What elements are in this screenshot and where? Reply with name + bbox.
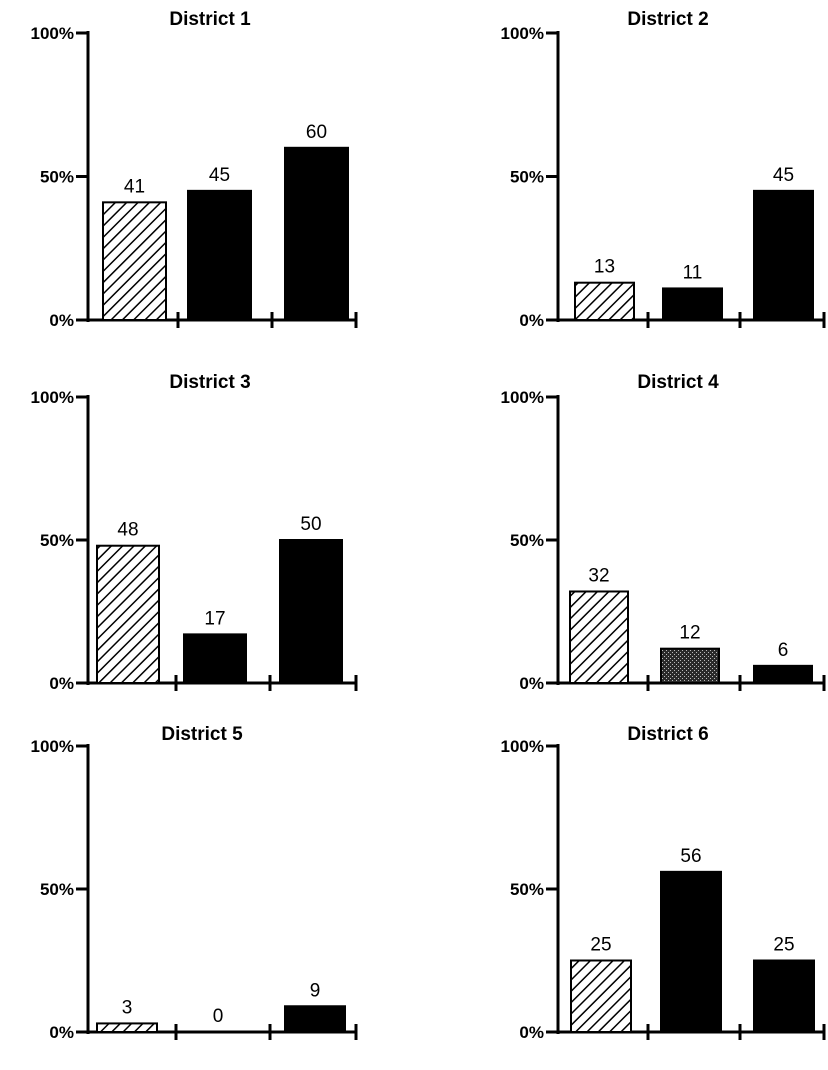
chart-title: District 1 [169, 9, 251, 30]
district-chart-5: District 5 100% 50% 0% 3 0 9 [31, 724, 358, 1042]
bar-1 [96, 1022, 158, 1033]
y-tick-label: 100% [501, 24, 544, 43]
y-tick-label: 0% [49, 674, 74, 693]
bar-2 [183, 633, 247, 685]
y-tick-label: 50% [510, 531, 544, 550]
data-label: 9 [310, 980, 321, 1001]
district-chart-4: District 4 100% 50% 0% 32 12 6 [501, 372, 826, 693]
bar-1 [102, 201, 167, 321]
chart-title: District 3 [169, 372, 250, 393]
data-label: 12 [679, 623, 700, 644]
district-chart-1: District 1 100% 50% 0% 41 45 60 [31, 9, 358, 330]
data-label: 3 [122, 997, 133, 1018]
chart-title: District 5 [161, 724, 243, 745]
bar-2 [187, 189, 252, 321]
data-label: 11 [683, 262, 703, 283]
y-tick-label: 50% [510, 168, 544, 187]
bar-1 [96, 544, 160, 684]
bar-1 [574, 281, 635, 322]
district-chart-6: District 6 100% 50% 0% 25 56 25 [501, 724, 826, 1042]
chart-title: District 4 [637, 372, 719, 393]
data-label: 25 [590, 935, 611, 956]
y-tick-label: 0% [519, 674, 544, 693]
bar-2 [660, 647, 720, 684]
data-label: 32 [588, 565, 609, 586]
bar-3 [284, 1005, 346, 1034]
bar-3 [753, 664, 813, 685]
bar-3 [753, 189, 814, 321]
bar-2 [660, 870, 722, 1034]
y-tick-label: 100% [501, 737, 544, 756]
district-chart-3: District 3 100% 50% 0% 48 17 50 [31, 372, 358, 693]
chart-title: District 2 [627, 9, 708, 30]
y-tick-label: 0% [519, 1023, 544, 1042]
y-tick-label: 50% [40, 880, 74, 899]
data-label: 56 [680, 846, 701, 867]
data-label: 45 [209, 165, 230, 186]
bar-1 [569, 590, 629, 684]
y-tick-label: 100% [501, 388, 544, 407]
data-label: 0 [213, 1006, 224, 1027]
data-label: 25 [773, 935, 794, 956]
bar-3 [279, 539, 343, 684]
y-tick-label: 50% [40, 168, 74, 187]
data-label: 50 [300, 514, 321, 535]
y-tick-label: 100% [31, 24, 74, 43]
bar-3 [284, 146, 349, 321]
data-label: 6 [778, 640, 789, 661]
y-tick-label: 50% [510, 880, 544, 899]
district-chart-2: District 2 100% 50% 0% 13 11 45 [501, 9, 826, 330]
y-tick-label: 0% [519, 311, 544, 330]
bar-1 [570, 959, 632, 1033]
data-label: 13 [594, 257, 615, 278]
y-tick-label: 0% [49, 1023, 74, 1042]
y-tick-label: 50% [40, 531, 74, 550]
bar-2 [662, 287, 723, 321]
bar-3 [753, 959, 815, 1033]
data-label: 48 [117, 520, 138, 541]
data-label: 17 [204, 608, 225, 629]
y-tick-label: 100% [31, 737, 74, 756]
data-label: 41 [124, 176, 145, 197]
chart-title: District 6 [627, 724, 708, 745]
data-label: 60 [306, 122, 327, 143]
data-label: 45 [773, 165, 794, 186]
y-tick-label: 0% [49, 311, 74, 330]
y-tick-label: 100% [31, 388, 74, 407]
